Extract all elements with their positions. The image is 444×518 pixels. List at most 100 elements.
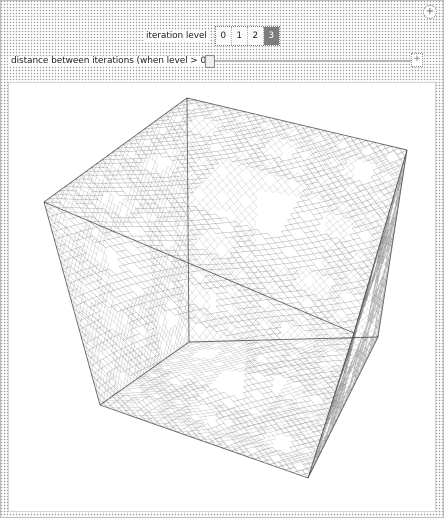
- sponge-edge: [145, 129, 151, 134]
- sponge-edge: [273, 186, 281, 193]
- sponge-edge: [93, 347, 99, 352]
- sponge-edge: [218, 237, 226, 245]
- sponge-edge: [344, 190, 353, 196]
- sponge-edge: [311, 357, 323, 358]
- panel-options-plus-icon[interactable]: +: [423, 5, 437, 19]
- sponge-edge: [111, 273, 120, 276]
- sponge-edge: [152, 160, 158, 165]
- sponge-edge: [123, 409, 129, 414]
- iteration-option-3[interactable]: 3: [264, 27, 279, 45]
- sponge-edge: [124, 325, 129, 330]
- distance-slider-thumb[interactable]: [205, 55, 215, 68]
- sponge-edge: [203, 209, 211, 217]
- sponge-edge: [143, 175, 149, 180]
- sponge-edge: [203, 192, 211, 200]
- sponge-edge: [118, 339, 123, 344]
- sponge-edge: [248, 249, 256, 257]
- sponge-edge: [159, 402, 166, 406]
- sponge-edge: [292, 141, 301, 147]
- sponge-edge: [106, 369, 113, 373]
- sponge-edge: [232, 368, 242, 371]
- sponge-edge: [99, 315, 105, 320]
- sponge-edge: [247, 257, 255, 265]
- iteration-level-label: iteration level: [144, 31, 209, 41]
- sponge-edge: [163, 365, 174, 367]
- sponge-edge: [208, 377, 218, 379]
- sponge-edge: [329, 331, 337, 339]
- sponge-edge: [131, 275, 141, 278]
- sponge-edge: [122, 278, 131, 281]
- sponge-edge: [266, 160, 274, 167]
- sponge-edge: [104, 294, 110, 299]
- sponge-edge: [175, 234, 179, 240]
- sponge-edge: [290, 398, 300, 401]
- sponge-edge: [241, 414, 250, 417]
- sponge-edge: [211, 193, 219, 201]
- sponge-edge: [115, 205, 121, 210]
- sponge-edge: [92, 303, 98, 308]
- sponge-edge: [206, 362, 216, 364]
- sponge-edge: [134, 191, 140, 196]
- sponge-edge: [60, 217, 67, 221]
- sponge-edge: [119, 264, 129, 267]
- sponge-edge: [133, 340, 141, 343]
- sponge-edge: [185, 290, 189, 296]
- sponge-edge: [184, 210, 189, 216]
- sponge-edge: [305, 176, 313, 182]
- sponge-edge: [179, 373, 190, 375]
- sponge-edge: [93, 175, 100, 179]
- sponge-edge: [293, 393, 303, 396]
- sponge-edge: [224, 408, 233, 411]
- sponge-edge: [320, 278, 328, 285]
- graphics-3d-view[interactable]: [8, 82, 436, 512]
- sponge-edge: [295, 365, 305, 369]
- sponge-edge: [163, 170, 168, 175]
- sponge-edge: [325, 218, 333, 225]
- sponge-edge: [165, 350, 169, 356]
- sponge-edge: [300, 135, 309, 141]
- sponge-edge: [82, 229, 92, 232]
- sponge-edge: [72, 231, 82, 234]
- sponge-edge: [144, 293, 154, 296]
- slider-expand-plus-icon[interactable]: +: [411, 53, 423, 67]
- sponge-edge: [123, 388, 134, 389]
- sponge-edge: [336, 331, 344, 339]
- sponge-edge: [129, 194, 135, 199]
- sponge-edge: [211, 373, 221, 375]
- sponge-edge: [89, 297, 97, 300]
- sponge-edge: [321, 403, 332, 405]
- distance-slider-track[interactable]: [205, 60, 417, 62]
- sponge-edge: [86, 253, 92, 258]
- sponge-edge: [194, 283, 205, 285]
- sponge-edge: [281, 187, 289, 194]
- sponge-edge: [322, 255, 330, 262]
- sponge-edge: [318, 301, 326, 308]
- sponge-edge: [178, 322, 182, 328]
- sponge-edge: [288, 414, 298, 416]
- sponge-edge: [106, 245, 116, 247]
- sponge-edge: [272, 316, 284, 317]
- sponge-edge: [328, 376, 340, 377]
- sponge-edge: [173, 386, 184, 388]
- sponge-edge: [81, 203, 88, 207]
- sponge-edge: [189, 371, 199, 373]
- sponge-edge: [289, 189, 297, 196]
- sponge-edge: [138, 306, 143, 312]
- sponge-edge: [184, 219, 188, 225]
- sponge-edge: [179, 340, 183, 347]
- sponge-edge: [250, 190, 258, 197]
- sponge-edge: [153, 168, 158, 173]
- sponge-edge: [264, 380, 274, 382]
- sponge-edge: [168, 339, 172, 345]
- sponge-edge: [323, 156, 332, 162]
- iteration-option-1[interactable]: 1: [232, 27, 248, 45]
- sponge-edge: [66, 240, 73, 244]
- iteration-option-2[interactable]: 2: [248, 27, 264, 45]
- iteration-option-0[interactable]: 0: [216, 27, 232, 45]
- sponge-edge: [255, 450, 264, 453]
- sponge-edge: [290, 445, 300, 448]
- sponge-edge: [80, 221, 90, 223]
- sponge-edge: [156, 320, 160, 326]
- sponge-edge: [101, 251, 107, 256]
- distance-slider[interactable]: [205, 55, 417, 67]
